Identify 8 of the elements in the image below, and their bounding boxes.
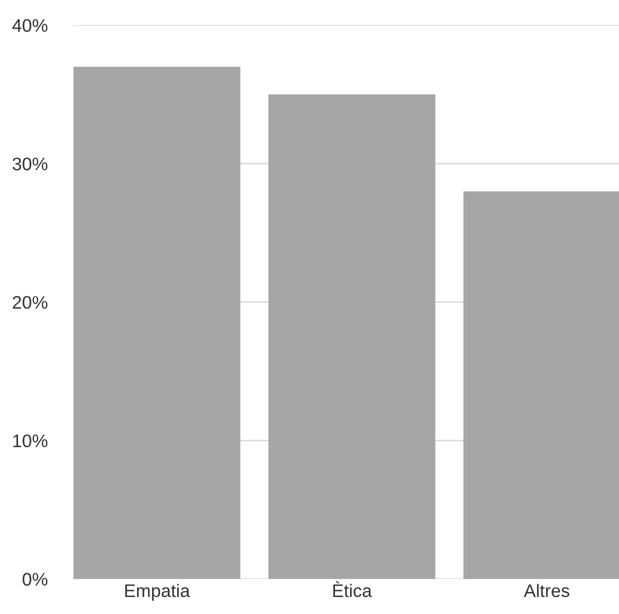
x-tick-label: Altres — [524, 584, 570, 598]
y-tick-label: 0% — [22, 572, 48, 586]
x-tick-label: Empatia — [125, 584, 190, 601]
y-tick-label: 20% — [12, 296, 48, 309]
y-tick-label: 30% — [12, 158, 48, 170]
y-tick-label: 40% — [12, 19, 48, 32]
x-tick-label: Ètica — [333, 581, 372, 598]
y-tick-label: 10% — [13, 434, 48, 448]
